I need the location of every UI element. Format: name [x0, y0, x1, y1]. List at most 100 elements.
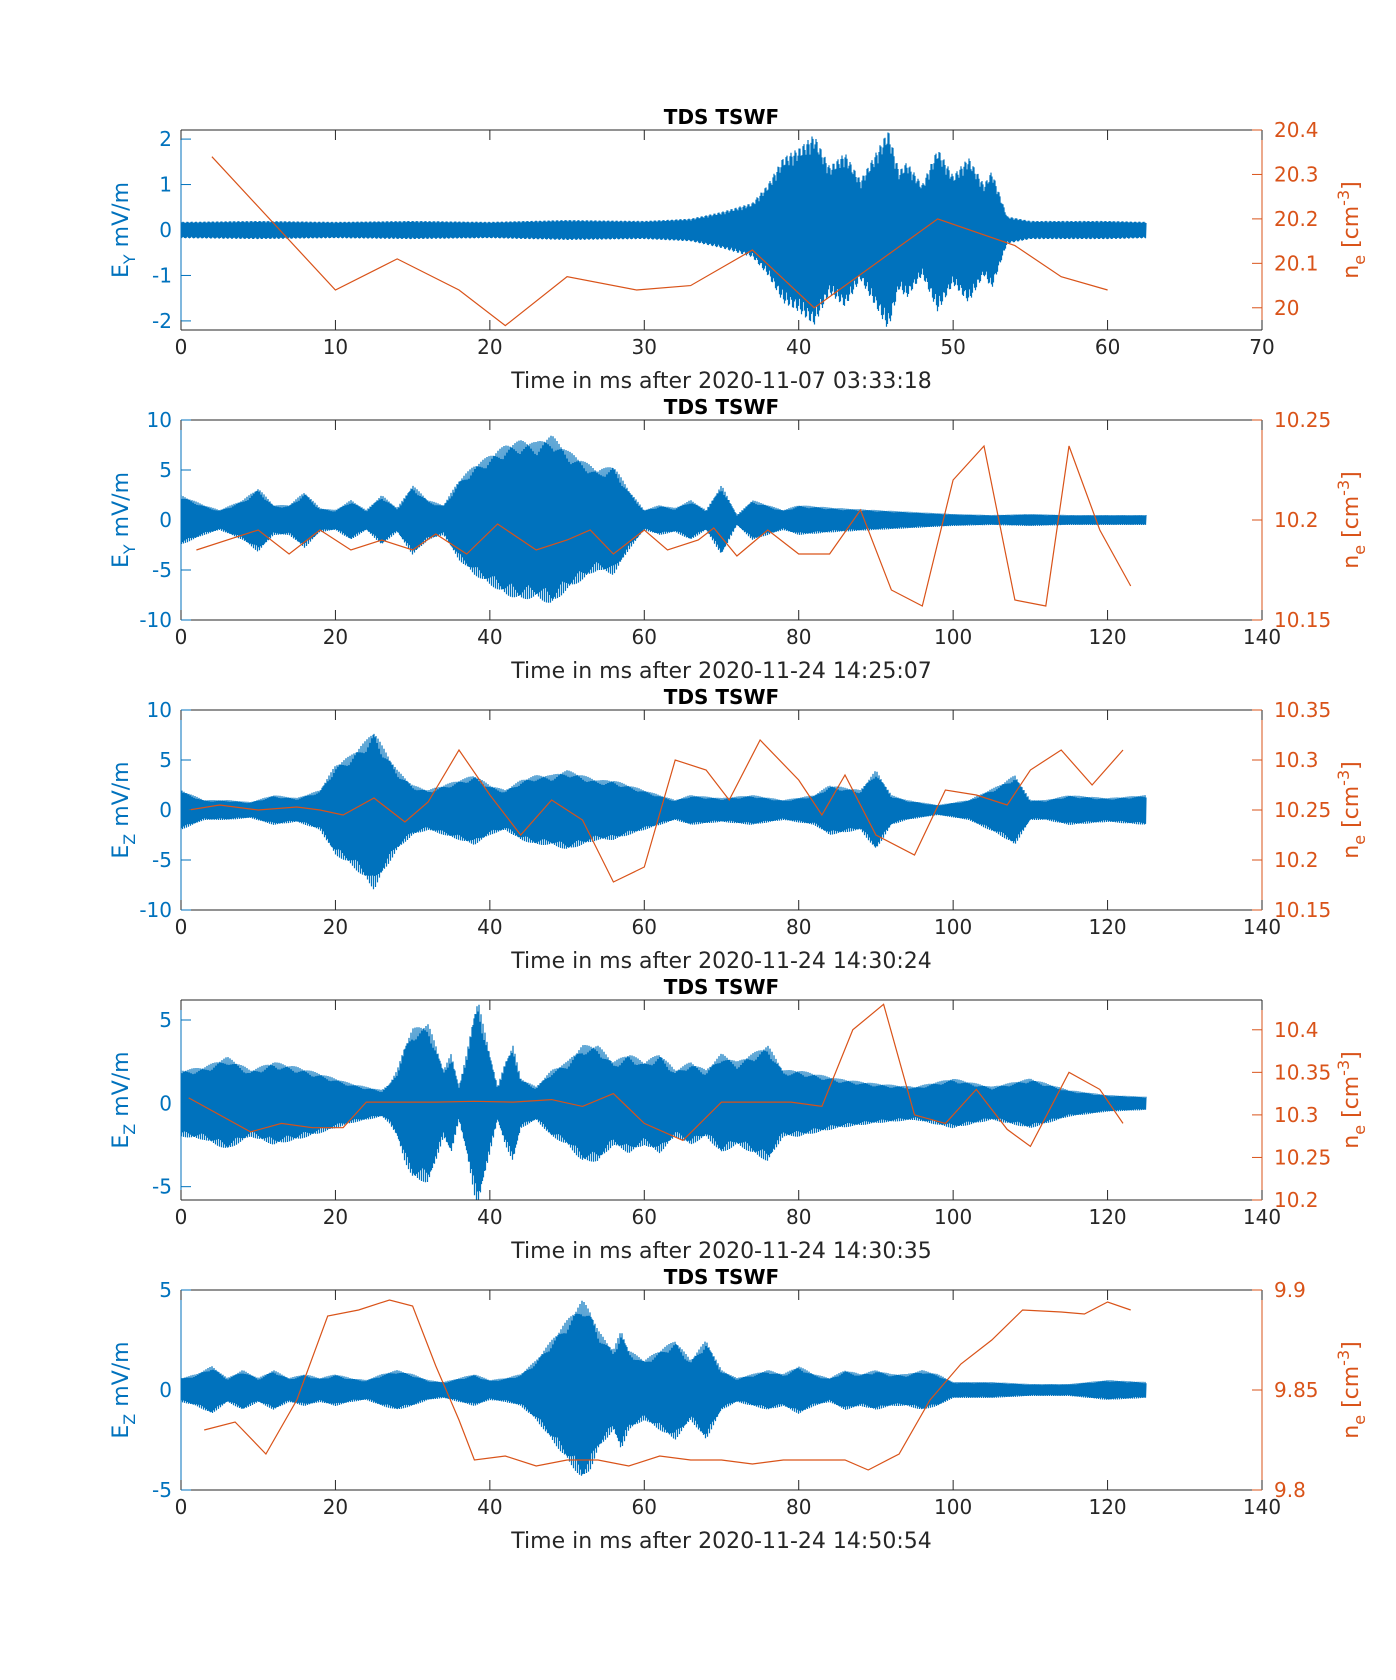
- y-tick-label-right: 10.25: [1274, 408, 1331, 432]
- y-tick-label-left: -5: [152, 1175, 172, 1199]
- y-tick-label-right: 10.15: [1274, 608, 1331, 632]
- y-tick-label-left: 0: [159, 1091, 172, 1115]
- density-series: [196, 444, 1132, 607]
- x-tick-label: 50: [940, 335, 965, 359]
- y-tick-label-right: 20.4: [1274, 118, 1319, 142]
- y-tick-label-right: 20.1: [1274, 251, 1319, 275]
- density-series: [188, 738, 1124, 883]
- y-axis-label-right: ne [cm-3]: [1334, 471, 1369, 568]
- y-tick-label-right: 10.35: [1274, 1060, 1331, 1084]
- chart-title: TDS TSWF: [664, 685, 779, 709]
- panel-3: TDS TSWF 0 20 40 60 80 100 120 140 -10 -5 0 5 10 10.15…: [109, 685, 1369, 974]
- x-axis-label: Time in ms after 2020-11-24 14:30:24: [510, 949, 931, 974]
- y-tick-label-left: 0: [159, 798, 172, 822]
- y-tick-label-left: 0: [159, 218, 172, 242]
- y-axis-label-left: EZ mV/m: [109, 1341, 139, 1438]
- x-tick-label: 40: [477, 915, 502, 939]
- x-tick-label: 60: [632, 1495, 657, 1519]
- chart-title: TDS TSWF: [664, 395, 779, 419]
- x-axis-label: Time in ms after 2020-11-24 14:50:54: [510, 1529, 931, 1554]
- y-tick-label-right: 20.3: [1274, 162, 1319, 186]
- y-tick-label-right: 10.15: [1274, 898, 1331, 922]
- y-axis-label-left: EZ mV/m: [109, 761, 139, 858]
- x-tick-label: 0: [175, 335, 188, 359]
- y-tick-label-right: 10.35: [1274, 698, 1331, 722]
- y-axis-label-right: ne [cm-3]: [1334, 761, 1369, 858]
- y-tick-label-left: -5: [152, 1478, 172, 1502]
- y-tick-label-left: -10: [139, 608, 172, 632]
- x-tick-label: 40: [477, 1495, 502, 1519]
- x-axis-label: Time in ms after 2020-11-24 14:25:07: [510, 659, 931, 684]
- y-tick-label-right: 10.25: [1274, 798, 1331, 822]
- y-tick-label-right: 10.2: [1274, 848, 1319, 872]
- y-axis-label-right: ne [cm-3]: [1334, 1341, 1369, 1438]
- x-tick-label: 140: [1243, 625, 1281, 649]
- x-tick-label: 40: [477, 1205, 502, 1229]
- x-tick-label: 140: [1243, 1495, 1281, 1519]
- x-tick-label: 60: [632, 915, 657, 939]
- density-series: [204, 1299, 1131, 1471]
- x-tick-label: 0: [175, 1495, 188, 1519]
- y-tick-label-left: 5: [159, 1008, 172, 1032]
- x-tick-label: 100: [934, 1205, 972, 1229]
- chart-title: TDS TSWF: [664, 105, 779, 129]
- x-tick-label: 0: [175, 915, 188, 939]
- y-tick-label-left: 1: [159, 173, 172, 197]
- y-tick-label-right: 20.2: [1274, 207, 1319, 231]
- x-tick-label: 80: [786, 625, 811, 649]
- y-axis-label-right: ne [cm-3]: [1334, 181, 1369, 278]
- x-tick-label: 80: [786, 1495, 811, 1519]
- y-axis-label-left: EY mV/m: [109, 182, 139, 278]
- y-tick-label-right: 9.9: [1274, 1278, 1306, 1302]
- y-tick-label-left: 2: [159, 127, 172, 151]
- x-tick-label: 30: [632, 335, 657, 359]
- x-tick-label: 0: [175, 1205, 188, 1229]
- x-tick-label: 100: [934, 915, 972, 939]
- x-tick-label: 60: [1095, 335, 1120, 359]
- x-tick-label: 80: [786, 1205, 811, 1229]
- y-tick-label-left: -5: [152, 558, 172, 582]
- y-tick-label-left: 0: [159, 1378, 172, 1402]
- y-axis-label-left: EY mV/m: [109, 472, 139, 568]
- x-tick-label: 70: [1249, 335, 1274, 359]
- chart-title: TDS TSWF: [664, 975, 779, 999]
- y-tick-label-left: -1: [152, 263, 172, 287]
- x-tick-label: 40: [477, 625, 502, 649]
- x-tick-label: 20: [323, 1495, 348, 1519]
- chart-title: TDS TSWF: [664, 1265, 779, 1289]
- y-tick-label-left: 5: [159, 1278, 172, 1302]
- x-axis-label: Time in ms after 2020-11-07 03:33:18: [510, 369, 931, 394]
- panel-1: TDS TSWF 0 10 20 30 40 50 60 70 -2 -1 0 1 2 20 20.1 20.2…: [109, 105, 1369, 394]
- y-tick-label-left: -2: [152, 309, 172, 333]
- y-tick-label-right: 10.4: [1274, 1018, 1319, 1042]
- y-axis-label-left: EZ mV/m: [109, 1051, 139, 1148]
- y-tick-label-right: 10.3: [1274, 1103, 1319, 1127]
- x-tick-label: 140: [1243, 1205, 1281, 1229]
- x-tick-label: 120: [1088, 1495, 1126, 1519]
- x-tick-label: 100: [934, 625, 972, 649]
- x-tick-label: 120: [1088, 1205, 1126, 1229]
- y-tick-label-left: 5: [159, 748, 172, 772]
- x-tick-label: 0: [175, 625, 188, 649]
- x-tick-label: 20: [477, 335, 502, 359]
- y-tick-label-right: 9.85: [1274, 1378, 1319, 1402]
- x-tick-label: 20: [323, 1205, 348, 1229]
- x-tick-label: 60: [632, 1205, 657, 1229]
- waveform-series: [181, 435, 1147, 603]
- waveform-series: [181, 1300, 1147, 1476]
- x-tick-label: 100: [934, 1495, 972, 1519]
- y-tick-label-left: 0: [159, 508, 172, 532]
- x-tick-label: 20: [323, 625, 348, 649]
- y-tick-label-left: -5: [152, 848, 172, 872]
- x-tick-label: 140: [1243, 915, 1281, 939]
- x-tick-label: 120: [1088, 625, 1126, 649]
- x-tick-label: 10: [323, 335, 348, 359]
- y-tick-label-right: 9.8: [1274, 1478, 1306, 1502]
- y-tick-label-right: 10.3: [1274, 748, 1319, 772]
- y-tick-label-right: 10.25: [1274, 1145, 1331, 1169]
- x-tick-label: 120: [1088, 915, 1126, 939]
- panel-2: TDS TSWF 0 20 40 60 80 100 120 140 -10 -5 0 5 10 10.15…: [109, 395, 1369, 684]
